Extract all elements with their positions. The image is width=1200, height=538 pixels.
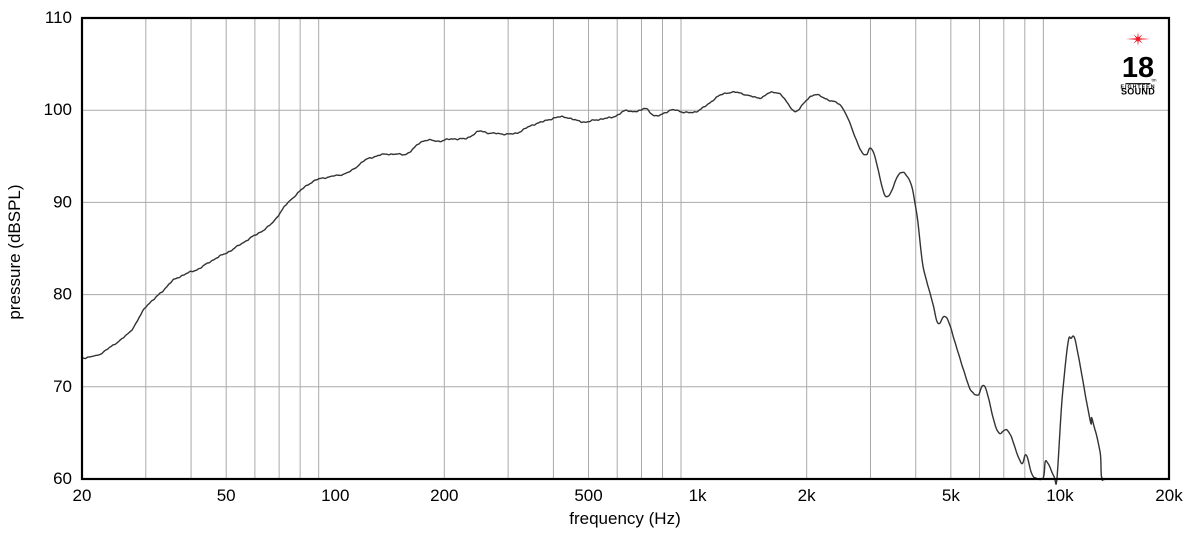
svg-text:SOUND: SOUND [1121,87,1155,97]
svg-text:80: 80 [53,285,72,304]
svg-text:50: 50 [217,486,236,505]
svg-text:200: 200 [430,486,458,505]
svg-text:18: 18 [1122,52,1154,84]
svg-text:500: 500 [574,486,602,505]
svg-text:90: 90 [53,192,72,211]
svg-text:70: 70 [53,377,72,396]
svg-text:pressure (dBSPL): pressure (dBSPL) [5,184,24,319]
svg-text:60: 60 [53,469,72,488]
svg-text:100: 100 [321,486,349,505]
svg-text:tm: tm [1152,78,1157,83]
svg-text:2k: 2k [798,486,816,505]
svg-text:10k: 10k [1046,486,1074,505]
svg-text:20: 20 [73,486,92,505]
svg-text:20k: 20k [1155,486,1183,505]
svg-text:1k: 1k [689,486,707,505]
svg-text:110: 110 [45,8,72,27]
svg-text:frequency (Hz): frequency (Hz) [569,509,680,528]
svg-text:5k: 5k [942,486,960,505]
svg-text:100: 100 [44,100,72,119]
